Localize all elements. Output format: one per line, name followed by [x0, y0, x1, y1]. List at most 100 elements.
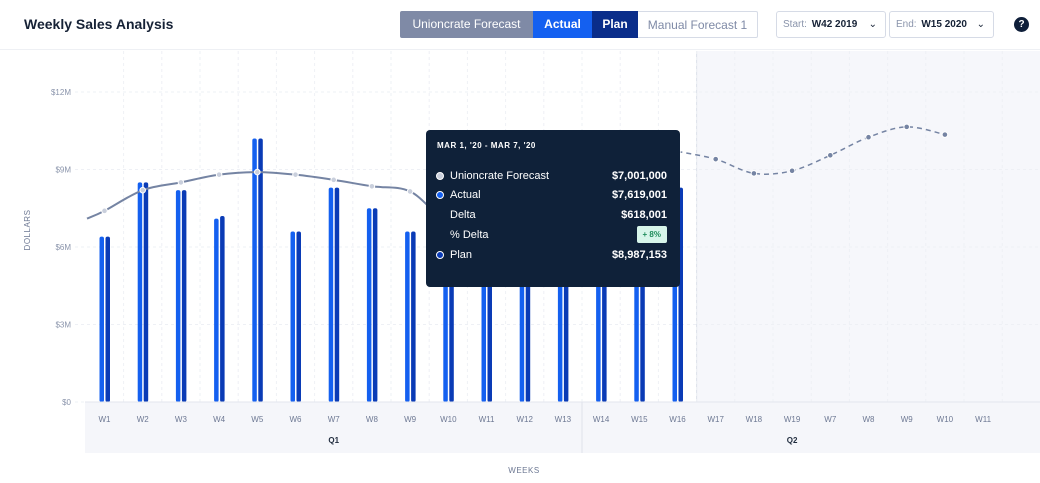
- tooltip-value: $8,987,153: [611, 249, 667, 261]
- x-tick-label: W9: [404, 415, 417, 424]
- y-tick-label: $3M: [55, 321, 71, 330]
- tooltip-value: $7,001,000: [611, 170, 667, 182]
- tooltip-value: $7,619,001: [611, 189, 667, 201]
- bar-actual: [405, 231, 410, 402]
- weekly-sales-chart: $0 $3M $6M $9M $12M DOLLARS W1 W2 W3 W4 W5 W6 W7 W8 W9…: [23, 51, 1040, 475]
- x-tick-label: W11: [975, 415, 991, 424]
- x-tick-label: W14: [593, 415, 610, 424]
- x-tick-label: W18: [746, 415, 763, 424]
- tooltip-row-actual: Actual $7,619,001: [436, 187, 667, 203]
- forecast-point: [712, 155, 720, 163]
- plan-dot-icon: [436, 251, 444, 259]
- forecast-point: [827, 151, 834, 159]
- tooltip-label: Delta: [450, 209, 476, 221]
- tooltip-row-forecast: Unioncrate Forecast $7,001,000: [436, 168, 667, 184]
- bar-actual: [175, 190, 181, 402]
- x-tick-label: W13: [555, 415, 572, 424]
- start-label: Start:: [783, 19, 807, 30]
- x-tick-label: W1: [99, 415, 112, 424]
- x-tick-label: W6: [290, 415, 303, 424]
- x-tick-label: W3: [175, 415, 188, 424]
- x-tick-label: W10: [937, 415, 954, 424]
- start-week-dropdown[interactable]: Start: W42 2019 ⌄: [776, 11, 886, 38]
- quarter-label: Q2: [787, 436, 798, 445]
- x-tick-label: W7: [824, 415, 837, 424]
- bar-plan: [220, 216, 225, 402]
- tooltip-label: Unioncrate Forecast: [450, 170, 550, 182]
- forecast-point: [177, 179, 185, 186]
- forecast-point: [903, 123, 911, 131]
- x-tick-label: W16: [669, 415, 686, 424]
- forecast-point: [865, 133, 872, 141]
- bar-plan: [334, 187, 340, 402]
- x-tick-label: W15: [631, 415, 648, 424]
- y-tick-label: $0: [62, 398, 71, 407]
- x-tick-label: W10: [440, 415, 457, 424]
- toggle-unioncrate-forecast[interactable]: Unioncrate Forecast: [400, 11, 533, 38]
- x-tick-label: W5: [251, 415, 264, 424]
- x-tick-label: W19: [784, 415, 801, 424]
- y-tick-label: $6M: [55, 243, 71, 252]
- tooltip-value: $618,001: [621, 209, 667, 221]
- bar-plan: [143, 182, 149, 402]
- x-tick-label: W7: [328, 415, 341, 424]
- quarter-label: Q1: [328, 436, 339, 445]
- forecast-point: [406, 188, 414, 195]
- forecast-point: [253, 168, 261, 176]
- delta-badge: + 8%: [636, 226, 667, 243]
- bar-actual: [214, 218, 219, 402]
- tooltip-row-delta: Delta $618,001: [436, 207, 667, 223]
- x-tick-label: W17: [707, 415, 724, 424]
- bar-plan: [258, 138, 263, 402]
- forecast-point: [330, 176, 338, 184]
- chevron-down-icon: ⌄: [868, 19, 877, 30]
- toggle-manual-forecast-1[interactable]: Manual Forecast 1: [638, 11, 758, 38]
- help-icon[interactable]: ?: [1014, 17, 1029, 32]
- forecast-point: [788, 167, 796, 175]
- bar-plan: [105, 236, 110, 402]
- actual-dot-icon: [436, 191, 444, 199]
- bar-actual: [290, 231, 295, 402]
- end-week-dropdown[interactable]: End: W15 2020 ⌄: [889, 11, 994, 38]
- tooltip-date: MAR 1, '20 - MAR 7, '20: [437, 141, 536, 150]
- x-tick-label: W2: [137, 415, 150, 424]
- page-title: Weekly Sales Analysis: [24, 16, 174, 32]
- toggle-actual[interactable]: Actual: [533, 11, 592, 38]
- start-value: W42 2019: [811, 19, 858, 30]
- series-toggle-group: Unioncrate Forecast Actual Plan Manual F…: [400, 11, 758, 38]
- bar-plan: [411, 231, 416, 402]
- tooltip-label: Plan: [450, 249, 473, 261]
- projection-region: [696, 51, 1040, 402]
- forecast-point: [101, 207, 108, 215]
- x-tick-label: W8: [863, 415, 876, 424]
- bar-actual: [366, 208, 372, 402]
- bar-plan: [372, 208, 378, 402]
- forecast-point: [139, 186, 146, 194]
- y-tick-label: $12M: [51, 88, 71, 97]
- x-tick-label: W12: [516, 415, 533, 424]
- bar-plan: [181, 190, 187, 402]
- x-tick-label: W9: [901, 415, 914, 424]
- top-bar: Weekly Sales Analysis Unioncrate Forecas…: [0, 0, 1040, 50]
- tooltip-label: Actual: [450, 189, 481, 201]
- forecast-point: [941, 131, 949, 138]
- bar-actual: [137, 182, 143, 402]
- tooltip-label: % Delta: [450, 229, 489, 241]
- y-tick-label: $9M: [55, 166, 71, 175]
- x-tick-label: W8: [366, 415, 379, 424]
- forecast-point: [750, 170, 758, 177]
- data-tooltip: MAR 1, '20 - MAR 7, '20 Unioncrate Forec…: [426, 130, 680, 287]
- tooltip-row-pct-delta: % Delta + 8%: [436, 226, 667, 243]
- forecast-point: [292, 171, 299, 178]
- forecast-point: [215, 171, 223, 178]
- chevron-down-icon: ⌄: [976, 19, 985, 30]
- end-label: End:: [896, 19, 917, 30]
- forecast-point: [368, 182, 376, 190]
- bar-plan: [296, 231, 301, 402]
- bar-actual: [99, 236, 104, 402]
- x-tick-label: W11: [479, 415, 495, 424]
- x-axis-band: [85, 402, 1040, 453]
- x-axis-label: WEEKS: [508, 466, 539, 475]
- toggle-plan[interactable]: Plan: [592, 11, 638, 38]
- y-axis-label: DOLLARS: [23, 210, 32, 251]
